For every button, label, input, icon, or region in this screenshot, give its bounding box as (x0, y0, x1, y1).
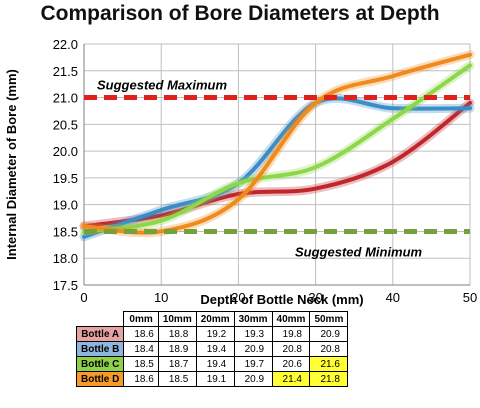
y-tick-label: 21.5 (53, 64, 78, 79)
x-tick-label: 0 (80, 290, 87, 305)
table-cell: 19.4 (195, 356, 235, 372)
x-tick-label: 10 (154, 290, 168, 305)
y-tick-label: 19.5 (53, 171, 78, 186)
table-cell: 19.7 (233, 356, 273, 372)
table-cell: 21.8 (309, 371, 349, 387)
table-header: 50mm (309, 311, 349, 327)
table-header: 10mm (157, 311, 197, 327)
table-cell: 20.9 (233, 341, 273, 357)
max-reference-label: Suggested Maximum (97, 78, 227, 93)
table-row: Bottle D 18.6 18.5 19.1 20.9 21.4 21.8 (75, 371, 349, 387)
table-cell: 18.8 (157, 326, 197, 342)
table-cell: 21.4 (271, 371, 311, 387)
y-tick-label: 18.5 (53, 224, 78, 239)
table-cell: 20.9 (233, 371, 273, 387)
table-cell: 19.8 (271, 326, 311, 342)
y-axis-label: Internal Diameter of Bore (mm) (4, 69, 19, 260)
y-tick-label: 20.5 (53, 117, 78, 132)
data-table: 0mm 10mm 20mm 30mm 40mm 50mm Bottle A 18.… (75, 311, 349, 387)
table-cell: 20.8 (309, 341, 349, 357)
table-cell: 20.8 (271, 341, 311, 357)
table-header: 40mm (271, 311, 311, 327)
table-row: Bottle B 18.4 18.9 19.4 20.9 20.8 20.8 (75, 341, 349, 357)
series-glow-1 (79, 98, 475, 231)
series-line-bottle-c (82, 63, 472, 234)
min-reference-label: Suggested Minimum (295, 244, 423, 259)
table-cell: 19.2 (195, 326, 235, 342)
line-chart: 17.5 18.0 18.5 19.0 19.5 20.0 20.5 21.0 21.5 22.0… (4, 37, 477, 307)
table-cell: 20.6 (271, 356, 311, 372)
table-cell: 19.1 (195, 371, 235, 387)
table-cell: 18.7 (157, 356, 197, 372)
y-tick-label: 19.0 (53, 198, 78, 213)
table-cell: 18.5 (123, 356, 159, 372)
x-tick-label: 50 (463, 290, 477, 305)
x-tick-label: 30 (308, 290, 322, 305)
table-row-label: Bottle C (75, 356, 125, 372)
y-tick-label: 17.5 (53, 278, 78, 293)
y-tick-label: 20.0 (53, 144, 78, 159)
table-cell: 20.9 (309, 326, 349, 342)
table-cell: 18.6 (123, 326, 159, 342)
table-header: 0mm (123, 311, 159, 327)
table-row-label: Bottle B (75, 341, 125, 357)
series-line-bottle-d (82, 52, 472, 235)
table-row-label: Bottle D (75, 371, 125, 387)
table-cell: 18.4 (123, 341, 159, 357)
series-line-bottle-b (82, 96, 472, 239)
table-row: Bottle C 18.5 18.7 19.4 19.7 20.6 21.6 (75, 356, 349, 372)
y-tick-label: 22.0 (53, 37, 78, 52)
table-cell: 18.9 (157, 341, 197, 357)
table-header: 20mm (195, 311, 235, 327)
y-tick-label: 18.0 (53, 251, 78, 266)
table-header-row: 0mm 10mm 20mm 30mm 40mm 50mm (76, 311, 349, 327)
table-cell: 18.5 (157, 371, 197, 387)
table-cell: 19.3 (233, 326, 273, 342)
table-cell: 18.6 (123, 371, 159, 387)
x-tick-label: 20 (231, 290, 245, 305)
y-tick-label: 21.0 (53, 91, 78, 106)
x-axis-label: Depth of Bottle Neck (mm) (200, 292, 363, 307)
table-cell: 21.6 (309, 356, 349, 372)
table-row: Bottle A 18.6 18.8 19.2 19.3 19.8 20.9 (75, 326, 349, 342)
chart-title: Comparison of Bore Diameters at Depth (40, 2, 440, 25)
series-line-bottle-a (82, 100, 472, 229)
table-corner (76, 311, 125, 327)
table-row-label: Bottle A (75, 326, 125, 342)
table-cell: 19.4 (195, 341, 235, 357)
table-header: 30mm (233, 311, 273, 327)
x-tick-label: 40 (386, 290, 400, 305)
